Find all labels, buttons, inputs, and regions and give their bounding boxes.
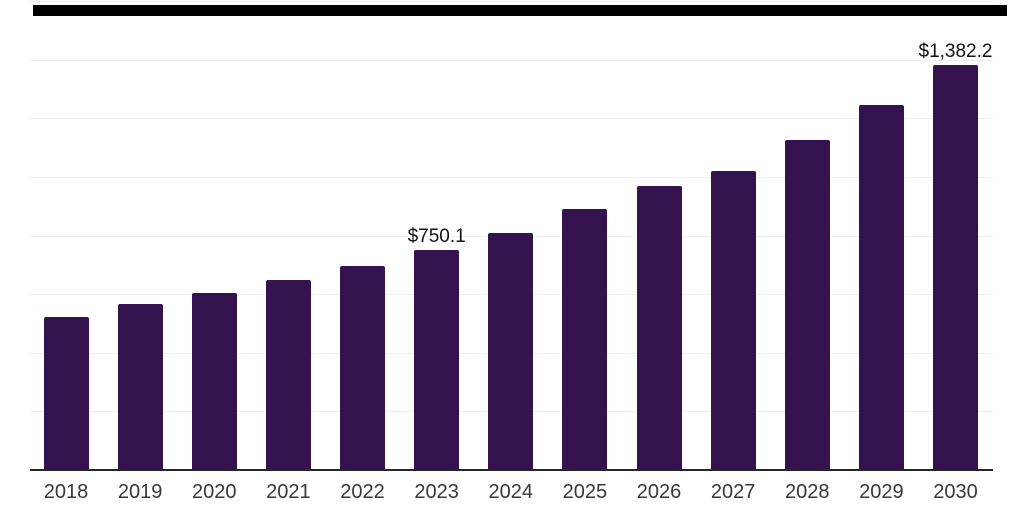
x-tick-2026: 2026	[636, 481, 682, 503]
bar-2021	[265, 280, 311, 470]
bar-2028	[784, 140, 830, 470]
gridline	[30, 118, 993, 120]
x-tick-2030: 2030	[933, 481, 978, 503]
x-tick-2028: 2028	[785, 481, 830, 503]
x-tick-2025: 2025	[562, 481, 608, 503]
bar-2019	[117, 304, 163, 470]
gridline	[30, 0, 993, 2]
x-tick-2019: 2019	[117, 481, 163, 503]
x-tick-2024: 2024	[488, 481, 534, 503]
redacted-title-bar	[33, 5, 1007, 16]
gridline	[30, 59, 993, 61]
x-tick-2021: 2021	[266, 481, 311, 503]
bar-2022	[340, 265, 385, 470]
x-axis-line	[30, 469, 993, 471]
bar-2030	[933, 64, 978, 470]
x-tick-2023: 2023	[414, 481, 459, 503]
bar-2029	[858, 105, 904, 470]
bar-2024	[488, 233, 534, 470]
bar-2023	[414, 250, 460, 470]
x-tick-2018: 2018	[43, 481, 89, 503]
x-tick-2022: 2022	[340, 481, 385, 503]
bar-2018	[43, 317, 89, 470]
gridline	[30, 176, 993, 178]
bar-2020	[191, 292, 237, 470]
x-tick-2029: 2029	[859, 481, 904, 503]
data-label-2023: $750.1	[407, 226, 466, 248]
data-label-2030: $1,382.2	[918, 40, 993, 62]
x-tick-2020: 2020	[192, 481, 237, 503]
bar-2026	[636, 185, 682, 470]
bar-2027	[710, 171, 756, 470]
x-tick-2027: 2027	[710, 481, 756, 503]
bar-2025	[562, 209, 608, 470]
